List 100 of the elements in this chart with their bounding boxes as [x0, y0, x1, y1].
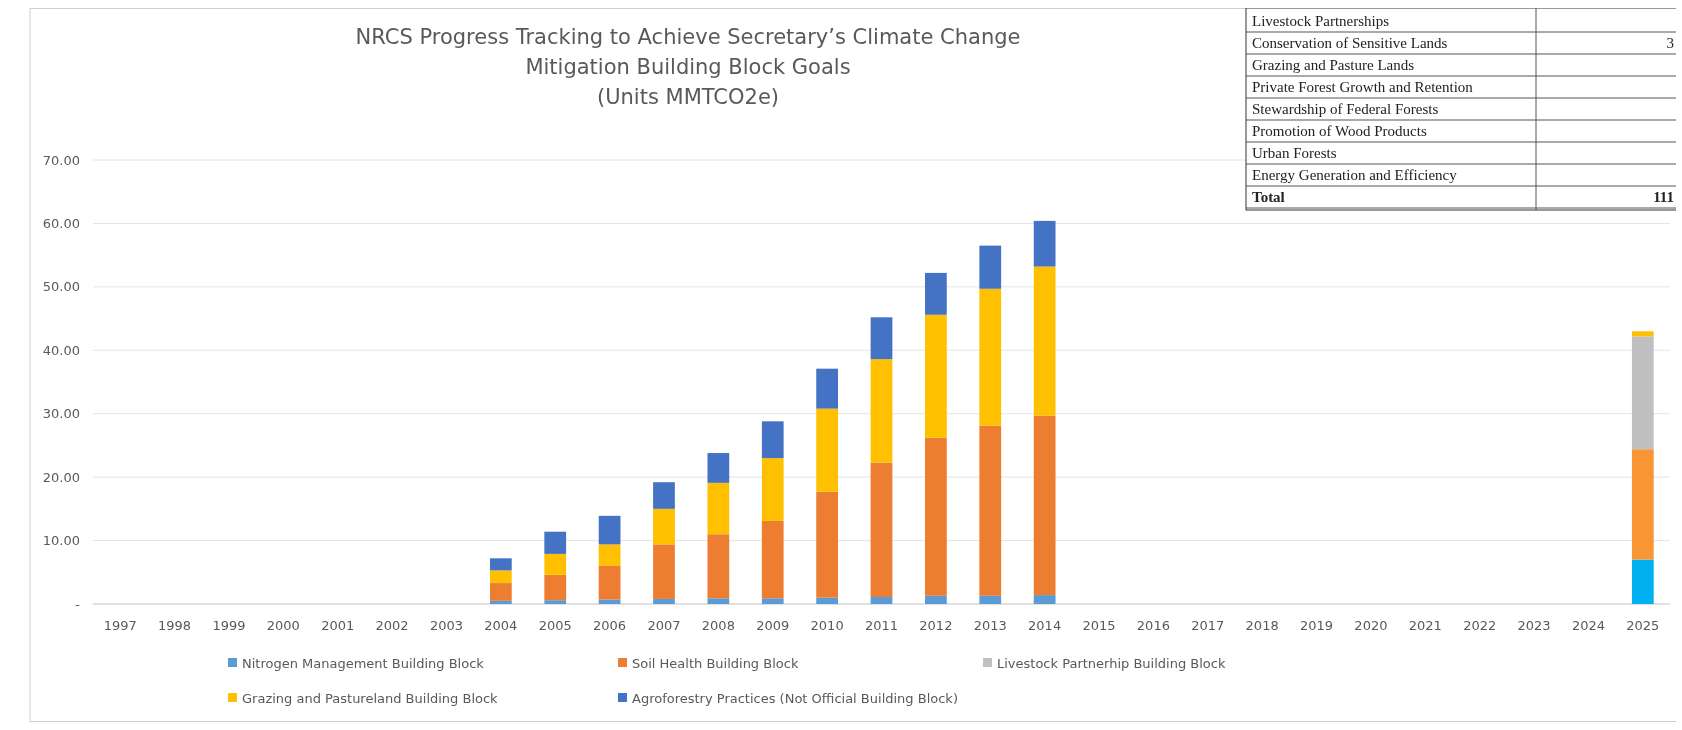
bar	[979, 595, 1002, 604]
y-tick-label: 70.00	[42, 152, 80, 168]
bar	[489, 558, 512, 571]
legend-label: Soil Health Building Block	[632, 655, 799, 671]
legend-label: Grazing and Pastureland Building Block	[242, 690, 499, 706]
y-tick-label: 10.00	[42, 533, 80, 549]
x-tick-label: 2014	[1028, 618, 1062, 633]
bar	[707, 534, 730, 599]
bar	[761, 421, 784, 459]
bar	[870, 462, 893, 598]
x-tick-label: 2010	[810, 618, 844, 633]
bar	[653, 482, 675, 509]
bar	[544, 553, 567, 575]
bar	[816, 597, 838, 604]
bar	[761, 520, 784, 599]
bar	[925, 595, 947, 604]
bar	[1033, 595, 1056, 604]
bar	[816, 408, 838, 492]
bar	[1631, 559, 1654, 604]
bar	[979, 245, 1002, 289]
bar	[925, 437, 947, 596]
bar	[870, 359, 893, 463]
text: 111	[1653, 189, 1674, 206]
bar	[653, 598, 675, 604]
bar	[598, 565, 621, 600]
category-label: Livestock Partnerships	[1252, 13, 1390, 30]
category-label: Urban Forests	[1252, 145, 1337, 162]
bar	[707, 598, 730, 604]
bar	[598, 544, 621, 566]
x-tick-label: 2003	[429, 618, 464, 633]
x-tick-label: 2011	[864, 618, 899, 633]
bar	[707, 453, 730, 483]
x-tick-label: 2012	[919, 618, 953, 633]
bar	[653, 544, 675, 599]
x-tick-label: 2009	[756, 618, 790, 633]
bar	[1033, 415, 1056, 596]
y-tick-label: 40.00	[42, 342, 80, 358]
legend-label: Livestock Partnerhip Building Block	[997, 655, 1226, 671]
bar	[1631, 331, 1654, 337]
x-tick-label: 2004	[484, 618, 518, 633]
x-tick-label: 2001	[321, 618, 355, 633]
x-tick-label: 2015	[1082, 618, 1116, 633]
bar	[925, 314, 947, 438]
x-tick-label: 2005	[538, 618, 572, 633]
bar	[1631, 336, 1654, 450]
x-tick-label: 2000	[266, 618, 300, 633]
bar	[544, 600, 567, 604]
x-tick-label: 2021	[1408, 618, 1442, 633]
x-tick-label: 2013	[973, 618, 1007, 633]
x-tick-label: 2022	[1463, 618, 1497, 633]
y-tick-label: 30.00	[42, 406, 80, 422]
legend-label: Agroforestry Practices (Not Official Building Block)	[632, 690, 958, 706]
x-tick-label: 2020	[1354, 618, 1388, 633]
category-label: Energy Generation and Efficiency	[1252, 167, 1458, 184]
bar	[1033, 266, 1056, 416]
text: 3	[1666, 35, 1674, 52]
legend-label: Nitrogen Management Building Block	[242, 655, 485, 671]
category-label: Promotion of Wood Products	[1252, 123, 1427, 140]
y-tick-label: 50.00	[42, 279, 80, 295]
bar	[979, 288, 1002, 426]
x-tick-label: 2006	[593, 618, 627, 633]
chart-title: NRCS Progress Tracking to Achieve Secretary’s Climate Change Mitigation Building Block Goals (Units MMTCO2e)	[355, 25, 1021, 109]
x-tick-label: 2017	[1191, 618, 1225, 633]
bar	[1631, 449, 1654, 560]
y-tick-label: 60.00	[42, 215, 80, 231]
bar	[1033, 220, 1056, 267]
bar	[925, 272, 947, 315]
category-label: Private Forest Growth and Retention	[1252, 79, 1474, 96]
bar	[489, 583, 512, 601]
bar	[761, 458, 784, 521]
x-tick-label: 2007	[647, 618, 681, 633]
bar	[979, 425, 1002, 596]
x-tick-label: 2008	[701, 618, 735, 633]
category-label: Stewardship of Federal Forests	[1252, 101, 1439, 118]
category-label: Conservation of Sensitive Lands	[1252, 35, 1448, 52]
x-tick-label: 2018	[1245, 618, 1279, 633]
y-tick-label: 20.00	[42, 469, 80, 485]
x-tick-label: 2023	[1517, 618, 1551, 633]
bar	[489, 570, 512, 584]
x-tick-label: 2025	[1626, 618, 1660, 633]
x-tick-label: 2024	[1571, 618, 1605, 633]
bar	[598, 515, 621, 545]
bar	[489, 600, 512, 604]
bar	[816, 491, 838, 598]
bar	[870, 317, 893, 360]
bar	[816, 368, 838, 409]
x-tick-label: 2002	[375, 618, 409, 633]
bar	[761, 598, 784, 604]
x-tick-label: 2019	[1299, 618, 1334, 633]
x-tick-label: 1997	[103, 618, 137, 633]
category-label: Grazing and Pasture Lands	[1252, 57, 1415, 74]
category-label: Total	[1252, 189, 1285, 206]
bar	[707, 482, 730, 535]
bar	[653, 508, 675, 545]
x-tick-label: 1999	[212, 618, 246, 633]
x-tick-label: 1998	[158, 618, 192, 633]
bar	[544, 531, 567, 554]
bar	[544, 574, 567, 601]
bar	[870, 597, 893, 604]
x-tick-label: 2016	[1136, 618, 1170, 633]
